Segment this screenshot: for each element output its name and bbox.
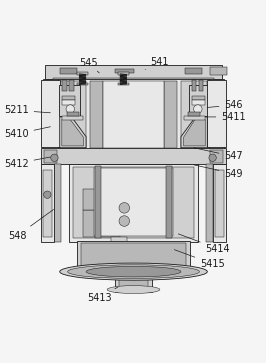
Ellipse shape	[86, 266, 181, 277]
Text: 5410: 5410	[4, 127, 51, 139]
Bar	[84, 211, 120, 237]
Bar	[115, 270, 152, 292]
Bar	[189, 85, 209, 116]
Bar	[54, 164, 61, 242]
Circle shape	[209, 154, 216, 162]
Polygon shape	[60, 117, 86, 148]
Bar	[199, 80, 203, 90]
Bar	[59, 79, 209, 150]
Bar	[188, 113, 200, 115]
Bar	[59, 85, 80, 116]
Bar	[114, 242, 124, 248]
Bar	[69, 80, 74, 90]
Bar	[103, 81, 164, 148]
Bar	[43, 79, 59, 150]
Text: 5415: 5415	[174, 250, 225, 269]
Bar	[94, 168, 173, 236]
Bar	[67, 113, 79, 115]
Bar	[41, 148, 226, 164]
Bar	[62, 115, 83, 119]
Text: 5411: 5411	[207, 112, 246, 122]
Bar	[62, 96, 75, 100]
Circle shape	[194, 105, 202, 113]
Ellipse shape	[107, 286, 160, 294]
Bar	[77, 72, 88, 75]
Bar	[166, 166, 172, 238]
Bar	[184, 115, 205, 119]
Circle shape	[51, 154, 58, 162]
Bar	[62, 100, 75, 105]
Bar	[73, 167, 194, 238]
Bar	[81, 244, 186, 266]
Bar	[215, 170, 225, 237]
Circle shape	[44, 191, 51, 198]
Bar	[192, 96, 205, 100]
Bar	[164, 81, 177, 148]
Text: 5412: 5412	[4, 157, 50, 168]
Bar	[207, 80, 226, 147]
Bar	[209, 79, 225, 150]
Bar	[44, 150, 57, 163]
Bar	[53, 78, 214, 82]
Bar	[210, 67, 227, 75]
Text: 546: 546	[207, 100, 243, 110]
Bar	[213, 164, 226, 242]
Bar	[90, 81, 103, 148]
Circle shape	[119, 203, 130, 213]
Bar	[62, 80, 66, 90]
Bar	[77, 83, 88, 85]
Bar	[118, 83, 129, 85]
Bar	[60, 68, 77, 74]
Bar	[119, 272, 148, 290]
Bar	[118, 72, 129, 75]
Polygon shape	[184, 119, 205, 146]
Bar	[45, 65, 222, 79]
Text: 545: 545	[79, 58, 99, 73]
Bar	[95, 166, 101, 238]
Bar	[41, 80, 60, 147]
Circle shape	[66, 105, 74, 113]
Circle shape	[119, 216, 130, 226]
Bar	[181, 81, 207, 148]
Text: 541: 541	[145, 57, 169, 69]
Ellipse shape	[60, 263, 207, 280]
Ellipse shape	[68, 265, 200, 278]
Bar	[192, 100, 205, 105]
Polygon shape	[62, 119, 84, 146]
Text: 548: 548	[8, 209, 53, 241]
Text: 5414: 5414	[178, 234, 230, 254]
Bar	[115, 69, 134, 73]
Bar	[43, 170, 52, 237]
Bar	[60, 81, 86, 148]
Bar	[69, 164, 198, 242]
Bar	[210, 150, 223, 163]
Text: 547: 547	[194, 148, 243, 162]
Text: 549: 549	[194, 165, 243, 179]
Bar	[192, 80, 196, 90]
Bar	[206, 164, 213, 242]
Text: 5413: 5413	[87, 287, 118, 303]
Text: 5211: 5211	[4, 105, 50, 115]
Bar	[41, 164, 55, 242]
Bar	[185, 68, 202, 74]
Bar	[84, 189, 120, 211]
Polygon shape	[181, 117, 207, 148]
Bar	[77, 241, 190, 269]
Bar	[111, 237, 127, 244]
